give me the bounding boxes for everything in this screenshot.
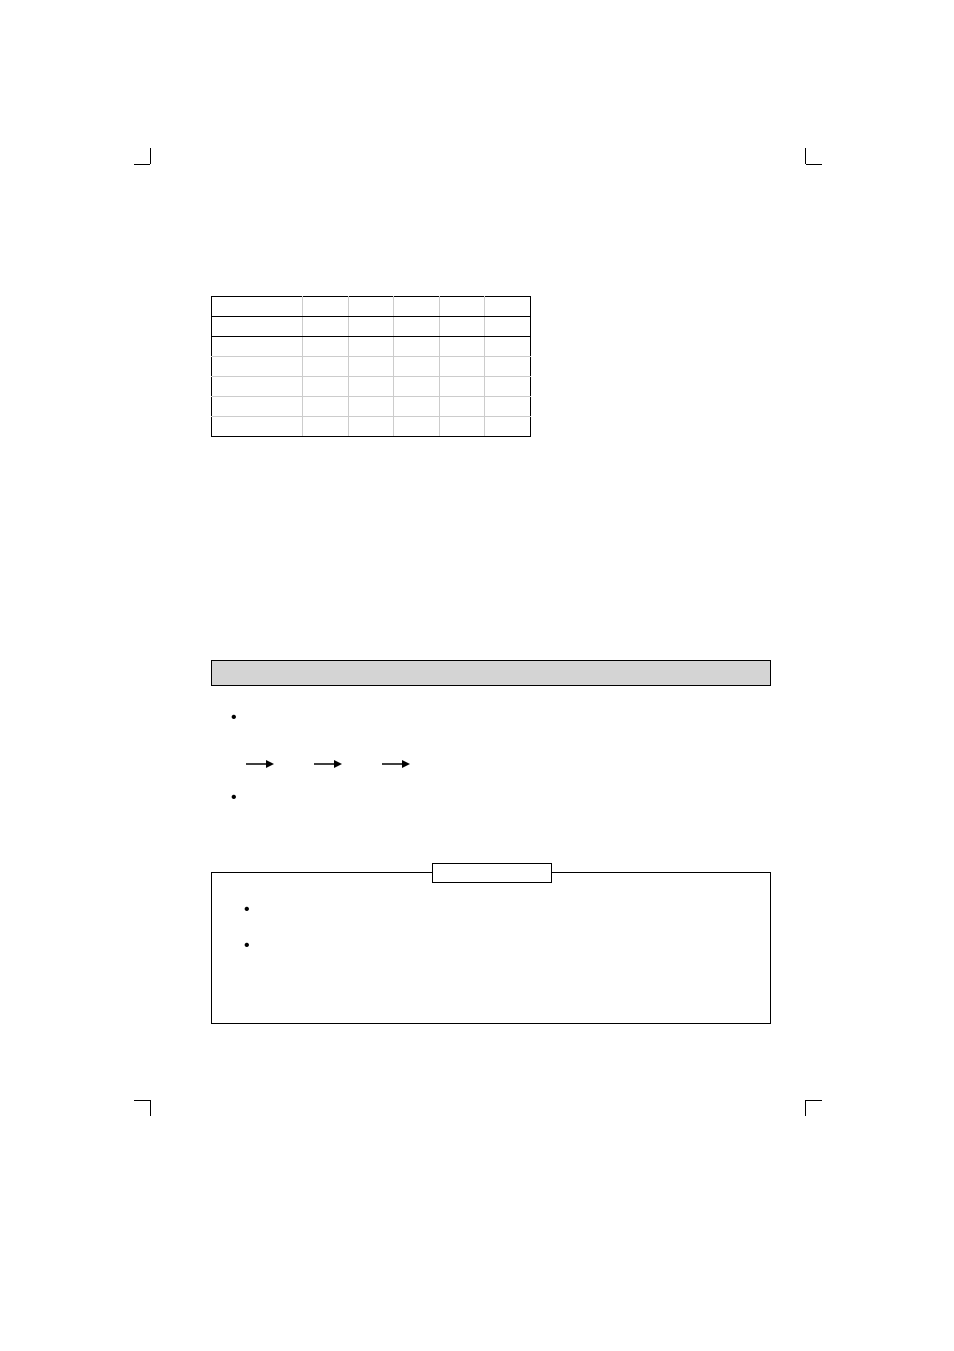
- table-cell: [212, 357, 303, 377]
- table-cell: [348, 377, 394, 397]
- note-tab: [432, 863, 552, 883]
- table-cell: [439, 337, 485, 357]
- crop-mark: [134, 164, 150, 165]
- crop-mark: [805, 148, 806, 164]
- table-cell: [212, 397, 303, 417]
- table-row: [212, 397, 531, 417]
- table-cell: [303, 377, 349, 397]
- crop-mark: [805, 1100, 806, 1116]
- table-cell: [439, 357, 485, 377]
- table-row: [212, 377, 531, 397]
- table-cell: [348, 317, 394, 337]
- table-cell: [348, 397, 394, 417]
- table-cell: [394, 337, 440, 357]
- table-row: [212, 317, 531, 337]
- crop-mark: [806, 1100, 822, 1101]
- table-row: [212, 417, 531, 437]
- table-cell: [212, 297, 303, 317]
- table-cell: [303, 417, 349, 437]
- data-table: [211, 296, 531, 437]
- table-cell: [485, 317, 531, 337]
- arrow-right-icon: [314, 759, 342, 769]
- table-cell: [303, 297, 349, 317]
- bullet-point: •: [244, 901, 250, 919]
- table-cell: [394, 297, 440, 317]
- table-cell: [485, 297, 531, 317]
- table-cell: [212, 317, 303, 337]
- table-row: [212, 357, 531, 377]
- page: • • • •: [0, 0, 954, 1351]
- table-cell: [485, 357, 531, 377]
- table-row: [212, 297, 531, 317]
- table-cell: [212, 417, 303, 437]
- table-cell: [348, 297, 394, 317]
- table-cell: [485, 417, 531, 437]
- table-cell: [439, 377, 485, 397]
- crop-mark: [806, 164, 822, 165]
- table-cell: [394, 377, 440, 397]
- crop-mark: [134, 1100, 150, 1101]
- table-cell: [394, 417, 440, 437]
- table-cell: [439, 317, 485, 337]
- section-heading-bar: [211, 660, 771, 686]
- table-cell: [485, 377, 531, 397]
- table-cell: [348, 417, 394, 437]
- table-cell: [439, 417, 485, 437]
- table-cell: [394, 317, 440, 337]
- table-cell: [303, 397, 349, 417]
- table-cell: [303, 357, 349, 377]
- table-row: [212, 337, 531, 357]
- table-cell: [348, 357, 394, 377]
- table-cell: [348, 337, 394, 357]
- note-box: • •: [211, 872, 771, 1024]
- bullet-point: •: [231, 789, 237, 807]
- table-cell: [212, 377, 303, 397]
- table-cell: [485, 337, 531, 357]
- table-cell: [394, 397, 440, 417]
- table-cell: [485, 397, 531, 417]
- table-cell: [303, 317, 349, 337]
- table-cell: [439, 397, 485, 417]
- table-cell: [212, 337, 303, 357]
- crop-mark: [150, 1100, 151, 1116]
- arrow-right-icon: [246, 759, 274, 769]
- arrow-sequence: [246, 759, 410, 769]
- bullet-point: •: [231, 709, 237, 727]
- table-cell: [439, 297, 485, 317]
- content-area: • • • •: [151, 164, 805, 1100]
- table-cell: [303, 337, 349, 357]
- bullet-point: •: [244, 937, 250, 955]
- table-cell: [394, 357, 440, 377]
- crop-mark: [150, 148, 151, 164]
- arrow-right-icon: [382, 759, 410, 769]
